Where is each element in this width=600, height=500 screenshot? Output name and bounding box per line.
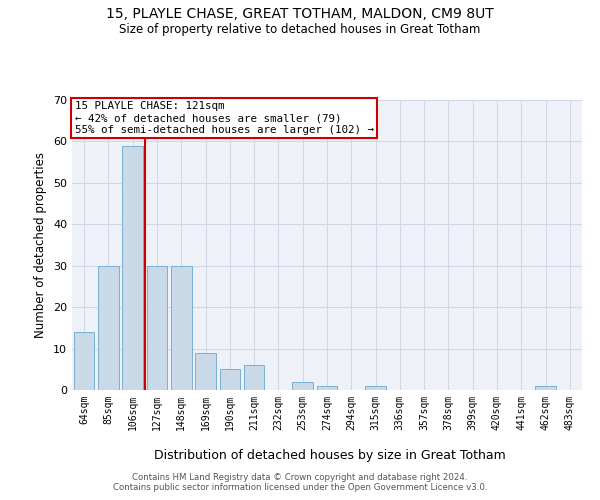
Bar: [220, 370, 240, 390]
Bar: [292, 382, 313, 390]
Bar: [98, 266, 119, 390]
Bar: [244, 365, 265, 390]
Text: Size of property relative to detached houses in Great Totham: Size of property relative to detached ho…: [119, 22, 481, 36]
Text: 15 PLAYLE CHASE: 121sqm
← 42% of detached houses are smaller (79)
55% of semi-de: 15 PLAYLE CHASE: 121sqm ← 42% of detache…: [74, 102, 374, 134]
Bar: [146, 266, 167, 390]
Text: Contains public sector information licensed under the Open Government Licence v3: Contains public sector information licen…: [113, 483, 487, 492]
Y-axis label: Number of detached properties: Number of detached properties: [34, 152, 47, 338]
Bar: [74, 332, 94, 390]
Text: 15, PLAYLE CHASE, GREAT TOTHAM, MALDON, CM9 8UT: 15, PLAYLE CHASE, GREAT TOTHAM, MALDON, …: [106, 8, 494, 22]
Text: Contains HM Land Registry data © Crown copyright and database right 2024.: Contains HM Land Registry data © Crown c…: [132, 473, 468, 482]
Bar: [317, 386, 337, 390]
Bar: [365, 386, 386, 390]
Bar: [171, 266, 191, 390]
Text: Distribution of detached houses by size in Great Totham: Distribution of detached houses by size …: [154, 448, 506, 462]
Bar: [195, 352, 216, 390]
Bar: [535, 386, 556, 390]
Bar: [122, 146, 143, 390]
